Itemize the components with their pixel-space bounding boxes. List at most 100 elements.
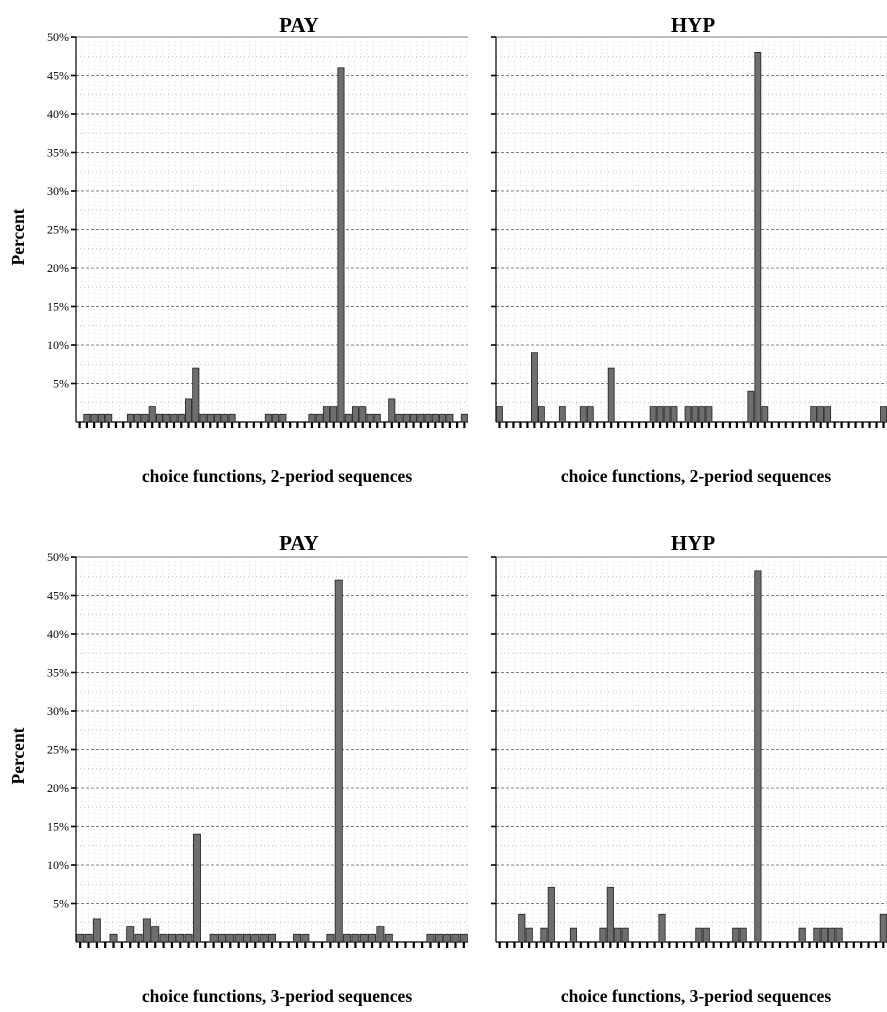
- pay-2period-bar: [417, 413, 425, 423]
- pay-2period-y-tick-label: 35%: [47, 146, 69, 160]
- pay-2period-bar: [446, 413, 454, 423]
- pay-2period-bar: [279, 413, 287, 423]
- pay-2period-bar: [126, 413, 134, 423]
- hyp-2period-bar: [656, 406, 664, 423]
- pay-3period-y-tick-label: 10%: [47, 858, 69, 872]
- pay-3period-bar: [226, 933, 235, 943]
- pay-2period-bar: [322, 406, 330, 423]
- pay-3period-y-tick-label: 45%: [47, 589, 69, 603]
- hyp-2period-bar: [817, 406, 825, 423]
- pay-2period-y-tick-label: 10%: [47, 338, 69, 352]
- panel-title-top-left: PAY: [279, 13, 319, 37]
- pay-2period-y-tick-label: 30%: [47, 184, 69, 198]
- panel-title-bottom-right: HYP: [671, 531, 716, 555]
- hyp-2period-bar: [754, 52, 762, 423]
- hyp-2period-bar: [761, 406, 769, 423]
- x-axis-label-top-left: choice functions, 2-period sequences: [142, 466, 412, 486]
- pay-3period-y-tick-label: 5%: [53, 897, 69, 911]
- hyp-3period-bar: [754, 570, 762, 943]
- hyp-2period-bar: [691, 406, 699, 423]
- pay-2period-bar: [359, 406, 367, 423]
- hyp-2period-bar: [607, 367, 615, 423]
- pay-2period-bar: [148, 406, 156, 423]
- x-axis-label-bottom-left: choice functions, 3-period sequences: [142, 986, 412, 1006]
- pay-2period-bar: [170, 413, 178, 423]
- hyp-3period-bar: [695, 927, 703, 943]
- hyp-3period-bar: [518, 913, 526, 943]
- pay-2period-bar: [206, 413, 214, 423]
- pay-2period-bar: [214, 413, 222, 423]
- pay-3period-bar: [151, 926, 160, 943]
- pay-2period-y-tick-label: 40%: [47, 107, 69, 121]
- hyp-2period-bar: [670, 406, 678, 423]
- pay-3period-bar: [217, 933, 226, 943]
- pay-2period-y-tick-label: 20%: [47, 261, 69, 275]
- pay-3period-bar: [159, 933, 168, 943]
- pay-3period-bar: [259, 933, 268, 943]
- pay-2period-bar: [344, 413, 352, 423]
- pay-3period-bar: [92, 918, 101, 943]
- pay-2period-bar: [272, 413, 280, 423]
- pay-2period-bar: [155, 413, 164, 423]
- pay-2period-bar: [330, 406, 338, 423]
- pay-3period-bar: [384, 933, 393, 943]
- pay-3period-bar: [451, 933, 460, 943]
- hyp-3period-bar: [879, 913, 887, 943]
- pay-3period-bar: [176, 933, 185, 943]
- pay-2period-bar: [264, 413, 272, 423]
- pay-3period-bar: [76, 933, 85, 943]
- pay-3period-bar: [443, 933, 452, 943]
- hyp-2period-bar: [558, 406, 566, 423]
- pay-3period-bar: [434, 933, 443, 943]
- hyp-3period-bar: [606, 886, 614, 943]
- x-axis-label-bottom-right: choice functions, 3-period sequences: [561, 986, 831, 1006]
- y-axis-label-top: Percent: [8, 208, 28, 265]
- pay-2period-y-tick-label: 15%: [47, 300, 69, 314]
- pay-2period-bar: [424, 413, 432, 423]
- pay-2period-bar: [431, 413, 439, 423]
- hyp-3period-bar: [614, 927, 622, 943]
- pay-3period-bar: [326, 933, 335, 943]
- hyp-3period-bar: [540, 927, 548, 943]
- pay-3period-bar: [109, 933, 118, 943]
- hyp-3period-bar: [835, 927, 843, 943]
- pay-2period-bar: [199, 413, 207, 423]
- pay-3period-bar: [142, 918, 151, 943]
- pay-2period-bar: [228, 413, 236, 423]
- pay-3period-bar: [334, 579, 343, 943]
- pay-3period-bar: [459, 933, 468, 943]
- pay-3period-bar: [209, 933, 218, 943]
- pay-2period-bar: [388, 398, 396, 423]
- pay-3period-y-tick-label: 25%: [47, 743, 69, 757]
- pay-3period-bar: [84, 933, 93, 943]
- pay-3period-bar: [251, 933, 260, 943]
- hyp-2period-bar: [698, 406, 706, 423]
- hyp-3period-bar: [547, 886, 555, 943]
- hyp-3period-bar: [525, 927, 533, 943]
- hyp-2period-bar: [663, 406, 671, 423]
- hyp-2period-bar: [810, 406, 818, 423]
- x-axis-label-top-right: choice functions, 2-period sequences: [561, 466, 831, 486]
- pay-2period-bar: [402, 413, 410, 423]
- hyp-2period-bar: [530, 352, 538, 423]
- hyp-3period-bar: [599, 927, 607, 943]
- pay-3period-bar: [351, 933, 360, 943]
- pay-2period-y-tick-label: 25%: [47, 223, 69, 237]
- pay-2period-bar: [460, 413, 468, 423]
- pay-3period-bar: [126, 926, 135, 943]
- pay-3period-bar: [301, 933, 310, 943]
- hyp-2period-bar: [649, 406, 657, 423]
- pay-3period-y-tick-label: 40%: [47, 627, 69, 641]
- pay-2period-y-tick-label: 50%: [47, 30, 69, 44]
- hyp-2period-bar: [579, 406, 587, 423]
- pay-3period-y-tick-label: 30%: [47, 704, 69, 718]
- hyp-3period-bar: [828, 927, 836, 943]
- pay-2period-bar: [184, 398, 193, 423]
- pay-3period-bar: [192, 833, 201, 943]
- pay-2period-bar: [410, 413, 418, 423]
- pay-2period-bar: [83, 413, 91, 423]
- pay-2period-bar: [134, 413, 142, 423]
- pay-2period-bar: [366, 413, 374, 423]
- hyp-2period-bar: [537, 406, 545, 423]
